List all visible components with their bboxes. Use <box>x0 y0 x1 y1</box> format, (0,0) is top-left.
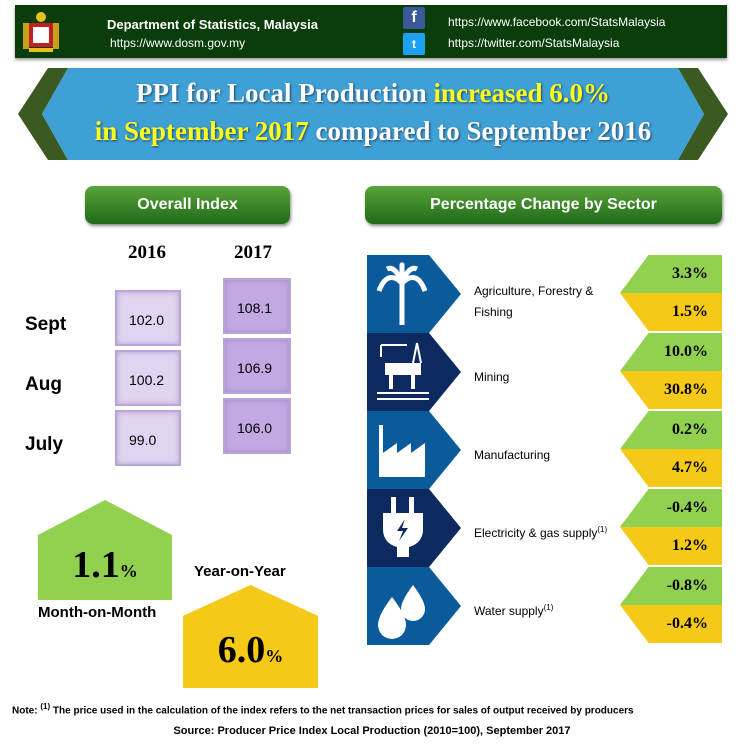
mom-value: 1.1 <box>72 544 120 586</box>
org-name: Department of Statistics, Malaysia <box>107 17 318 32</box>
sector-icon-tile <box>367 333 461 411</box>
source-text: Source: Producer Price Index Local Produ… <box>173 725 571 737</box>
headline-part3: in September 2017 <box>94 116 309 146</box>
sector-name: Manufacturing <box>474 448 551 462</box>
overall-index-title: Overall Index <box>85 186 290 224</box>
sector-icon-tile <box>367 489 461 567</box>
facebook-link[interactable]: https://www.facebook.com/StatsMalaysia <box>448 15 666 29</box>
footnote: Note: (1) The price used in the calculat… <box>12 702 634 717</box>
index-2017-column: 108.1 106.9 106.0 <box>223 278 291 454</box>
index-cell: 106.9 <box>223 338 291 394</box>
yoy-unit: % <box>265 646 284 666</box>
sector-mom-value: 3.3% <box>620 255 722 293</box>
mom-unit: % <box>119 561 138 581</box>
index-2016-column: 102.0 100.2 99.0 <box>115 290 181 466</box>
sector-mom-value: -0.4% <box>620 489 722 527</box>
oil-rig-icon <box>377 342 429 400</box>
facebook-icon: f <box>403 7 425 29</box>
plug-icon <box>383 497 423 557</box>
index-cell: 100.2 <box>115 350 181 406</box>
month-label: July <box>25 434 64 455</box>
index-cell: 99.0 <box>115 410 181 466</box>
twitter-icon: t <box>403 33 425 55</box>
water-drops-icon <box>378 585 425 639</box>
sector-yoy-value: -0.4% <box>620 605 722 643</box>
index-cell: 108.1 <box>223 278 291 334</box>
sector-name: Water supply(1) <box>474 603 554 618</box>
sector-yoy-value: 1.5% <box>620 293 722 331</box>
banner-shape <box>18 68 728 160</box>
sector-icon-tile <box>367 567 461 645</box>
sector-name: Agriculture, Forestry & Fishing <box>474 284 594 319</box>
year-2016: 2016 <box>128 242 166 263</box>
headline-part4: compared to September 2016 <box>308 116 652 146</box>
month-label: Sept <box>25 314 67 335</box>
twitter-link[interactable]: https://twitter.com/StatsMalaysia <box>448 36 620 50</box>
index-cell: 102.0 <box>115 290 181 346</box>
sector-yoy-value: 30.8% <box>620 371 722 409</box>
sector-name: Electricity & gas supply(1) <box>474 525 608 540</box>
yoy-value: 6.0 <box>217 629 266 671</box>
year-2017: 2017 <box>234 242 272 263</box>
month-label: Aug <box>25 374 62 395</box>
website-link[interactable]: https://www.dosm.gov.my <box>110 36 246 50</box>
palm-tree-icon <box>376 262 428 325</box>
headline-part2: increased 6.0% <box>433 78 611 108</box>
headline-part1: PPI for Local Production <box>136 78 434 108</box>
sector-mom-value: -0.8% <box>620 567 722 605</box>
sector-icon-tile <box>367 255 461 333</box>
sector-mom-value: 10.0% <box>620 333 722 371</box>
coat-of-arms-logo <box>23 12 59 52</box>
yoy-label: Year-on-Year <box>194 563 286 580</box>
header-bar: Department of Statistics, Malaysia https… <box>15 5 727 58</box>
index-cell: 106.0 <box>223 398 291 454</box>
factory-icon <box>379 425 425 477</box>
sector-icon-tile <box>367 411 461 489</box>
sector-name: Mining <box>474 370 510 384</box>
headline-banner: PPI for Local Production increased 6.0% … <box>18 68 728 160</box>
sector-yoy-value: 4.7% <box>620 449 722 487</box>
sector-mom-value: 0.2% <box>620 411 722 449</box>
sector-title: Percentage Change by Sector <box>365 186 722 224</box>
sector-yoy-value: 1.2% <box>620 527 722 565</box>
mom-label: Month-on-Month <box>38 604 157 621</box>
